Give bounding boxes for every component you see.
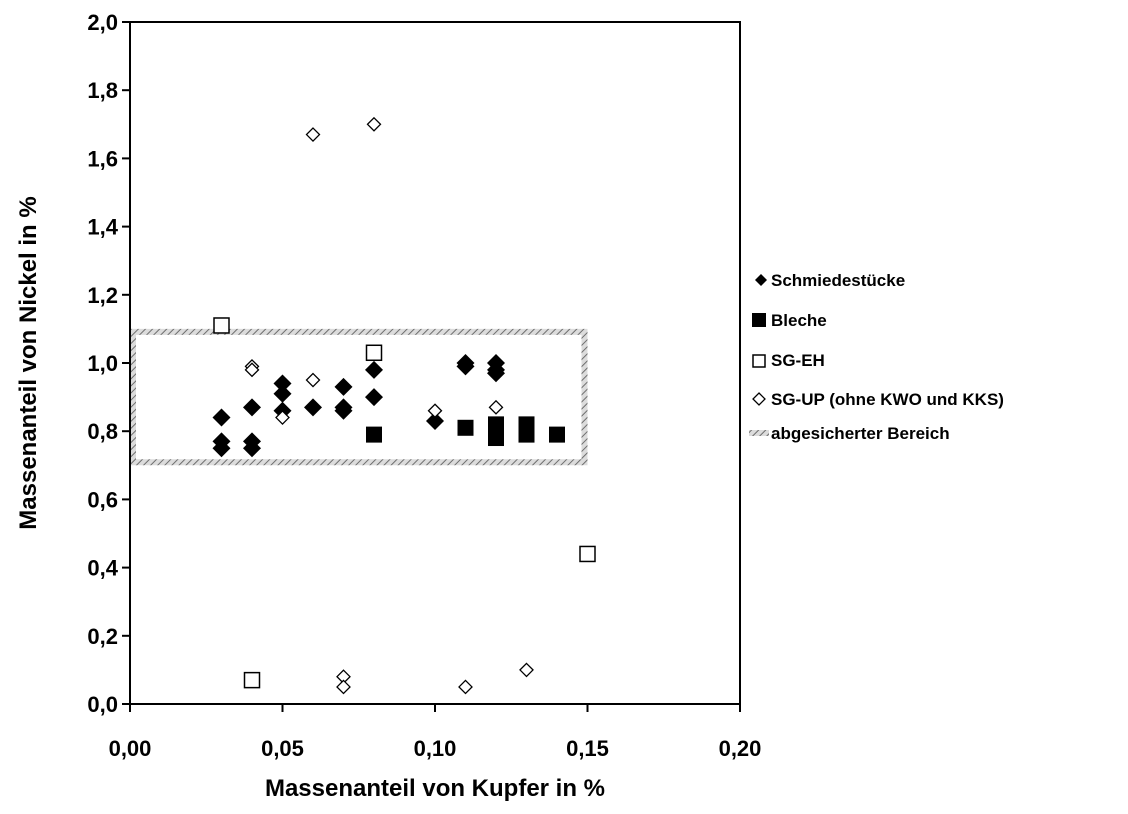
point-bleche (518, 426, 535, 443)
y-tick-label: 0,4 (87, 556, 118, 581)
point-schmiedestuecke (243, 398, 261, 417)
legend-item-abgesicherter-bereich: abgesicherter Bereich (749, 424, 950, 443)
point-sg-up (458, 679, 473, 695)
point-sg-eh (365, 344, 383, 362)
legend-label-sg-eh: SG-EH (771, 351, 825, 370)
safe-region-frame (130, 328, 588, 466)
point-schmiedestuecke (456, 357, 475, 376)
point-sg-up (519, 662, 534, 678)
point-schmiedestuecke (273, 384, 292, 403)
y-tick-label: 1,0 (87, 351, 118, 376)
y-tick-label: 0,2 (87, 624, 118, 649)
legend-label-abgesicherter-bereich: abgesicherter Bereich (771, 424, 950, 443)
y-tick-label: 0,6 (87, 487, 118, 512)
plot-area-border (129, 21, 741, 705)
point-sg-eh (579, 545, 596, 563)
x-tick-label: 0,00 (109, 736, 152, 761)
y-tick-label: 0,0 (87, 692, 118, 717)
y-tick-label: 0,8 (87, 419, 118, 444)
x-tick-label: 0,05 (261, 736, 304, 761)
point-bleche (366, 426, 382, 443)
point-bleche (457, 419, 474, 436)
point-schmiedestuecke (212, 408, 231, 427)
point-sg-up (305, 127, 321, 142)
point-schmiedestuecke (426, 411, 444, 430)
legend-label-bleche: Bleche (771, 311, 827, 330)
legend-marker-diamond-filled-icon (755, 274, 767, 286)
legend-marker-hatch-icon (749, 430, 769, 436)
y-axis-title: Massenanteil von Nickel in % (15, 196, 42, 529)
point-sg-up (336, 679, 351, 695)
y-tick-label: 1,2 (87, 283, 118, 308)
point-schmiedestuecke (304, 398, 322, 417)
point-schmiedestuecke (365, 360, 383, 379)
legend-item-sg-up: SG-UP (ohne KWO und KKS) (752, 390, 1004, 409)
point-sg-up (366, 116, 382, 132)
point-sg-eh (213, 317, 230, 334)
x-tick-label: 0,20 (719, 736, 762, 761)
point-schmiedestuecke (487, 364, 505, 383)
point-sg-up (305, 372, 321, 388)
y-tick-label: 2,0 (87, 10, 118, 35)
point-schmiedestuecke (334, 377, 353, 396)
legend-item-sg-eh: SG-EH (752, 351, 825, 370)
point-bleche (549, 426, 565, 443)
legend: Schmiedestücke Bleche SG-EH SG-UP (ohne … (749, 271, 1004, 443)
x-axis-title: Massenanteil von Kupfer in % (265, 775, 605, 802)
point-schmiedestuecke (243, 439, 261, 458)
legend-marker-square-open-icon (752, 354, 766, 368)
point-sg-eh (243, 671, 261, 689)
legend-marker-square-filled-icon (752, 313, 766, 327)
point-sg-up (488, 399, 504, 415)
legend-label-sg-up: SG-UP (ohne KWO und KKS) (771, 390, 1004, 409)
y-tick-label: 1,4 (87, 215, 118, 240)
x-tick-label: 0,10 (414, 736, 457, 761)
point-sg-up (427, 403, 443, 419)
point-bleche (488, 430, 504, 447)
x-tick-label: 0,15 (566, 736, 609, 761)
legend-item-bleche: Bleche (752, 311, 827, 330)
y-tick-label: 1,8 (87, 78, 118, 103)
legend-marker-diamond-open-icon (752, 392, 766, 406)
legend-item-schmiedestuecke: Schmiedestücke (755, 271, 905, 290)
point-schmiedestuecke (212, 439, 231, 458)
point-schmiedestuecke (273, 374, 292, 393)
point-schmiedestuecke (334, 401, 353, 420)
point-sg-up (275, 410, 290, 425)
y-tick-label: 1,6 (87, 146, 118, 171)
point-schmiedestuecke (365, 388, 383, 407)
legend-label-schmiedestuecke: Schmiedestücke (771, 271, 905, 290)
point-sg-up (244, 362, 260, 378)
